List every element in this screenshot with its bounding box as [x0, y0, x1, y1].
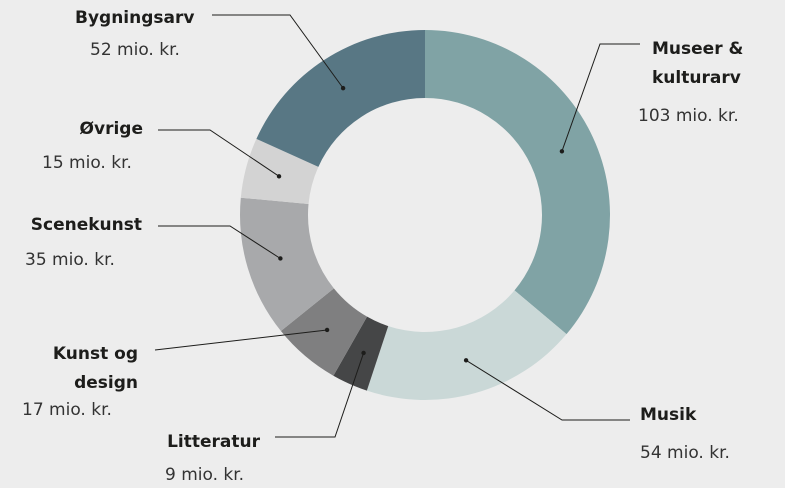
value-label: 15 mio. kr. [42, 153, 132, 173]
category-label: Scenekunst [30, 215, 142, 235]
leader-line [158, 225, 281, 259]
leader-line [465, 359, 630, 421]
category-label: Bygningsarv [75, 8, 195, 28]
leader-line [561, 43, 640, 152]
leader-dot [278, 256, 283, 261]
leader-dot [324, 327, 330, 333]
leader-line [154, 329, 328, 351]
leader-dot [276, 174, 282, 179]
leader-dot [463, 358, 469, 363]
donut-segment [256, 30, 425, 167]
donut-segment [333, 316, 389, 391]
category-label: Øvrige [79, 119, 143, 139]
category-label: Litteratur [167, 432, 260, 452]
donut-segment [240, 197, 334, 332]
leader-line [212, 14, 344, 89]
category-label: Kunst og design [52, 344, 138, 393]
donut-segment [240, 138, 319, 205]
category-label: Museer & kulturarv [652, 39, 744, 88]
leader-line [275, 352, 365, 438]
category-label: Musik [640, 405, 697, 425]
leader-dot [559, 149, 565, 154]
leader-line [158, 129, 280, 177]
donut-segment [366, 290, 567, 400]
donut-segment [280, 288, 368, 376]
value-label: 54 mio. kr. [640, 443, 730, 463]
value-label: 35 mio. kr. [25, 250, 115, 270]
value-label: 17 mio. kr. [22, 400, 112, 420]
value-label: 103 mio. kr. [638, 106, 739, 126]
leader-dot [340, 85, 346, 91]
leader-dot [361, 350, 366, 356]
donut-segment [425, 30, 610, 335]
value-label: 52 mio. kr. [90, 40, 180, 60]
value-label: 9 mio. kr. [165, 465, 245, 485]
